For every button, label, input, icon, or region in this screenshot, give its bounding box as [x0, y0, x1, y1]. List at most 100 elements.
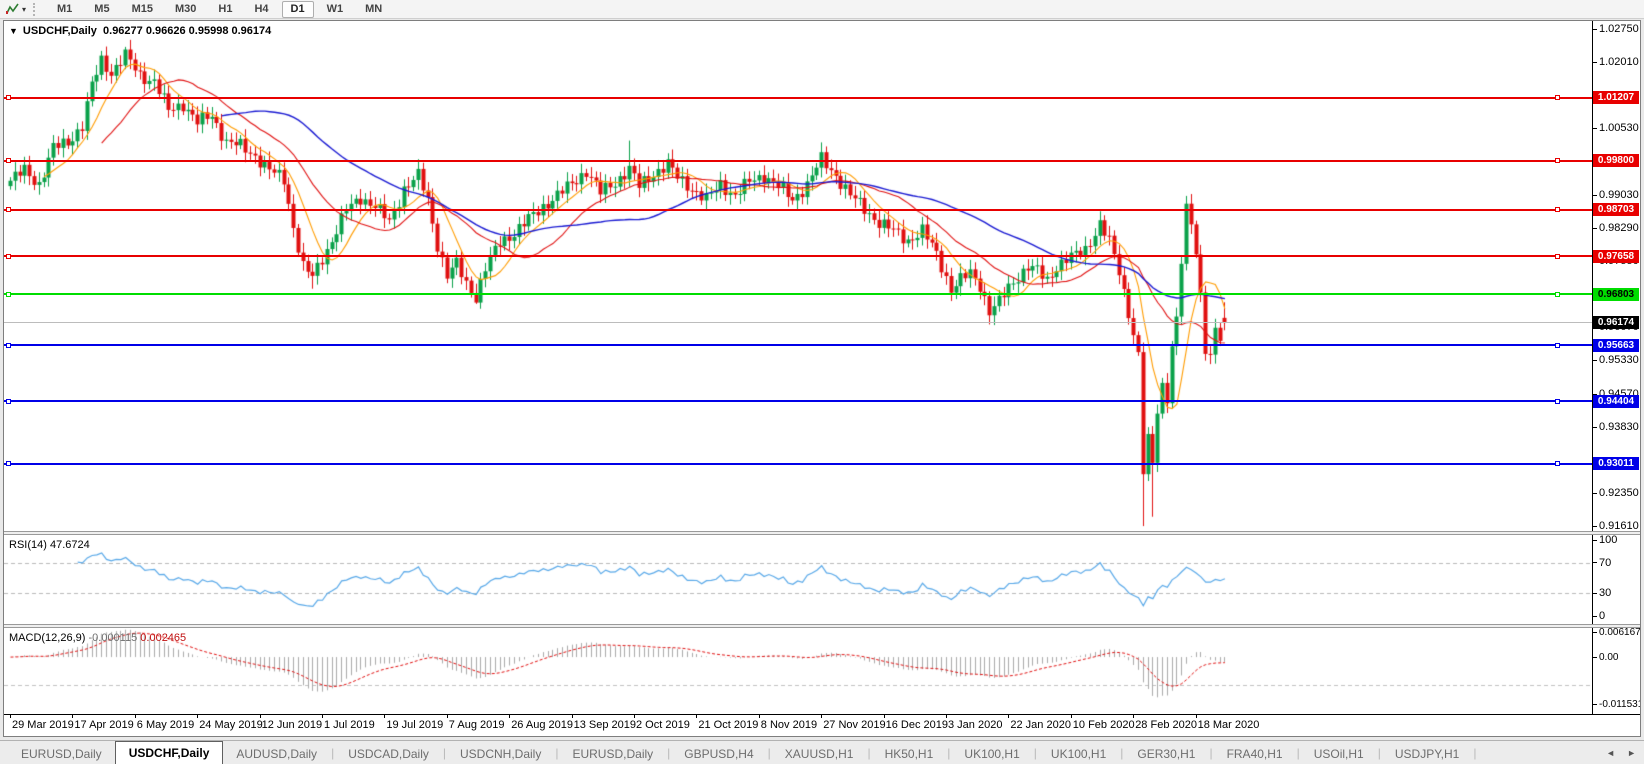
rsi-value: 47.6724: [49, 539, 90, 551]
hline-0.97658[interactable]: [4, 255, 1592, 258]
hline-handle-left[interactable]: [6, 207, 11, 213]
price-tick-0.98290: 0.98290: [1593, 221, 1639, 235]
macd-tick-0.00: 0.00: [1593, 650, 1618, 664]
chart-tab-audusd-daily[interactable]: AUDUSD,Daily: [236, 747, 318, 761]
tab-scroll-left-icon[interactable]: ◄: [1606, 748, 1616, 758]
timeframe-button-h1[interactable]: H1: [218, 2, 233, 15]
date-label-117: 13 Sep 2019: [573, 719, 636, 731]
hline-0.96803[interactable]: [4, 293, 1592, 296]
hline-0.95663[interactable]: [4, 344, 1592, 347]
rsi-tick-label: 30: [1599, 587, 1612, 600]
hline-handle-right[interactable]: [1555, 461, 1560, 467]
ohlc-close: 0.96174: [231, 25, 272, 37]
chart-tab-eurusd-daily[interactable]: EURUSD,Daily: [21, 747, 102, 761]
rsi-tick-70: 70: [1593, 556, 1611, 570]
hline-handle-left[interactable]: [6, 342, 11, 348]
chevron-down-icon[interactable]: ▾: [22, 4, 27, 14]
date-tick-mark: [821, 715, 823, 718]
hline-handle-left[interactable]: [6, 398, 11, 404]
panel-splitter[interactable]: [4, 531, 1640, 535]
hline-handle-right[interactable]: [1555, 207, 1560, 213]
timeframe-button-h4[interactable]: H4: [254, 2, 269, 15]
hline-handle-left[interactable]: [6, 291, 11, 297]
timeframe-button-m15[interactable]: M15: [131, 2, 153, 15]
rsi-tick-100: 100: [1593, 535, 1617, 547]
timeframe-button-w1[interactable]: W1: [326, 2, 344, 15]
date-label-234: 28 Feb 2020: [1135, 719, 1197, 731]
hline-handle-left[interactable]: [6, 461, 11, 467]
macd-scale[interactable]: 0.006167 0.00 -0.011531: [1592, 628, 1640, 714]
hline-handle-right[interactable]: [1555, 158, 1560, 164]
date-tick-mark: [571, 715, 573, 718]
chart-tab-usdchf-daily[interactable]: USDCHF,Daily: [114, 741, 224, 764]
hline-handle-left[interactable]: [6, 253, 11, 259]
chart-tab-usdcad-daily[interactable]: USDCAD,Daily: [348, 747, 429, 761]
date-label-182: 16 Dec 2019: [885, 719, 948, 731]
rsi-canvas[interactable]: [4, 535, 1592, 624]
timeframe-button-m5[interactable]: M5: [94, 2, 110, 15]
price-tick-label: 1.02750: [1599, 23, 1639, 36]
macd-tick--0.011531: -0.011531: [1593, 697, 1640, 711]
chart-title-dropdown-icon[interactable]: ▼: [9, 26, 18, 36]
chart-tab-xauusd-h1[interactable]: XAUUSD,H1: [784, 747, 854, 761]
hline-handle-right[interactable]: [1555, 95, 1560, 101]
chart-tab-gbpusd-h4[interactable]: GBPUSD,H4: [684, 747, 754, 761]
tab-scroll-right-icon[interactable]: ►: [1627, 748, 1636, 758]
chart-tab-uk100-h1[interactable]: UK100,H1: [964, 747, 1020, 761]
hline-handle-left[interactable]: [6, 95, 11, 101]
hline-price-tag-0.94404: 0.94404: [1593, 394, 1639, 408]
date-tick-mark: [384, 715, 386, 718]
tick-dash: [1593, 592, 1597, 594]
chart-tab-usoil-h1[interactable]: USOil,H1: [1313, 747, 1364, 761]
macd-canvas[interactable]: [4, 628, 1592, 714]
hline-handle-right[interactable]: [1555, 342, 1560, 348]
hline-handle-left[interactable]: [6, 158, 11, 164]
macd-tick-label: 0.00: [1599, 651, 1619, 663]
price-chart-canvas[interactable]: [4, 21, 1592, 531]
panel-splitter[interactable]: [4, 624, 1640, 628]
hline-handle-right[interactable]: [1555, 253, 1560, 259]
date-label-91: 7 Aug 2019: [448, 719, 505, 731]
hline-handle-right[interactable]: [1555, 291, 1560, 297]
hline-0.93011[interactable]: [4, 462, 1592, 465]
chart-tab-uk100-h1[interactable]: UK100,H1: [1050, 747, 1107, 761]
chart-tab-eurusd-daily[interactable]: EURUSD,Daily: [572, 747, 654, 761]
date-tick-mark: [696, 715, 698, 718]
chart-tab-hk50-h1[interactable]: HK50,H1: [884, 747, 934, 761]
tick-dash: [1593, 194, 1597, 196]
rsi-tick-30: 30: [1593, 586, 1611, 600]
price-tick-0.91610: 0.91610: [1593, 519, 1639, 531]
hline-1.01207[interactable]: [4, 96, 1592, 99]
hline-handle-right[interactable]: [1555, 398, 1560, 404]
timeframe-button-m30[interactable]: M30: [174, 2, 197, 15]
macd-signal-value: 0.002465: [140, 632, 187, 644]
chart-tab-fra40-h1[interactable]: FRA40,H1: [1226, 747, 1283, 761]
date-label-13: 17 Apr 2019: [74, 719, 134, 731]
price-tick-label: 0.91610: [1599, 520, 1639, 531]
price-scale[interactable]: 1.027501.020101.005300.990300.982900.975…: [1592, 21, 1640, 531]
chart-title[interactable]: ▼ USDCHF,Daily 0.96277 0.96626 0.95998 0.…: [9, 25, 271, 37]
timeframe-button-d1[interactable]: D1: [281, 0, 314, 18]
price-tick-label: 0.99030: [1599, 189, 1639, 202]
hline-price-tag-0.98703: 0.98703: [1593, 203, 1639, 217]
hline-0.94404[interactable]: [4, 400, 1592, 403]
timeframe-button-mn[interactable]: MN: [365, 2, 383, 15]
tab-separator: |: [1120, 745, 1124, 760]
hline-0.98703[interactable]: [4, 208, 1592, 211]
date-tick-mark: [259, 715, 261, 718]
tick-dash: [1593, 539, 1597, 541]
hline-0.99800[interactable]: [4, 159, 1592, 162]
timeframe-button-m1[interactable]: M1: [57, 2, 73, 15]
tick-dash: [1593, 426, 1597, 428]
tab-separator: |: [555, 745, 559, 760]
chart-tab-ger30-h1[interactable]: GER30,H1: [1137, 747, 1196, 761]
rsi-scale[interactable]: 100 70 30 0: [1592, 535, 1640, 624]
tick-dash: [1593, 127, 1597, 129]
chart-tab-usdcnh-daily[interactable]: USDCNH,Daily: [460, 747, 542, 761]
rsi-panel: RSI(14) 47.6724 100 70 30 0: [4, 535, 1640, 624]
price-tick-label: 0.92350: [1599, 487, 1639, 500]
date-label-247: 18 Mar 2020: [1197, 719, 1260, 731]
date-axis[interactable]: 29 Mar 2019 17 Apr 2019 6 May 2019 24 May 2…: [4, 714, 1640, 736]
chart-tab-usdjpy-h1[interactable]: USDJPY,H1: [1394, 747, 1460, 761]
indicators-icon[interactable]: [4, 2, 22, 17]
